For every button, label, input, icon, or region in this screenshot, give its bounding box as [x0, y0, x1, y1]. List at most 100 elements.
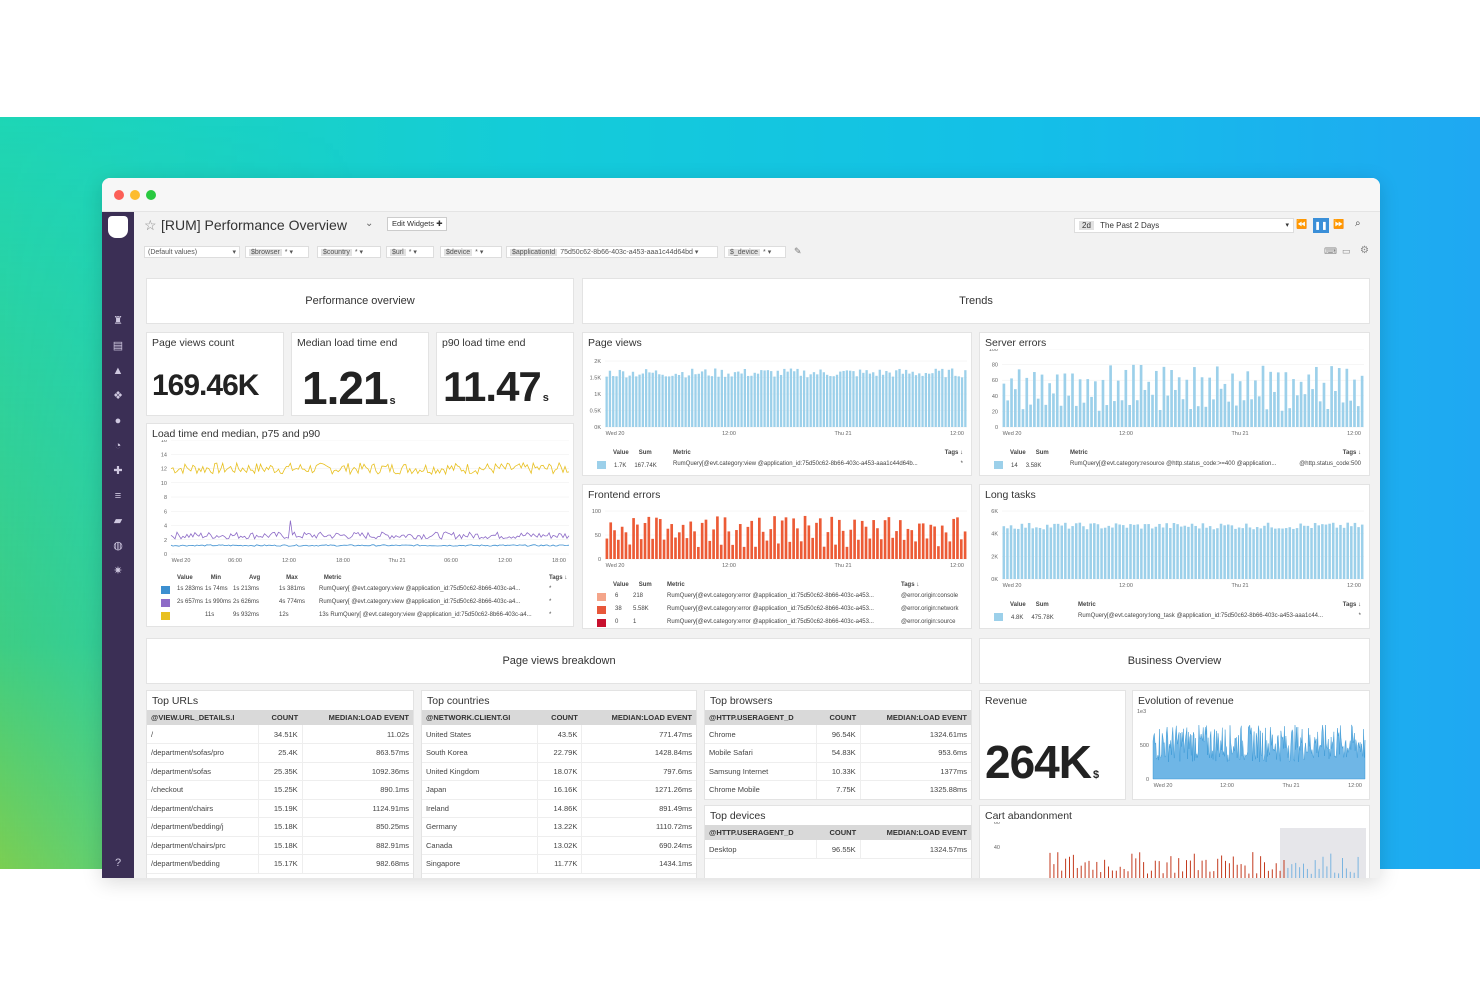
server-errors-bar: [1250, 399, 1253, 427]
table-row[interactable]: Desktop 96.55K 1324.57ms: [705, 840, 971, 859]
filter-underscore-device[interactable]: $_device * ▾: [724, 246, 786, 258]
frontend-errors-bar: [937, 546, 940, 559]
table-row[interactable]: /department/bedding/j 15.18K 850.25ms: [147, 817, 413, 837]
favorite-star-icon[interactable]: ☆: [144, 217, 157, 233]
table-row[interactable]: Ireland 14.86K 891.49ms: [422, 799, 696, 818]
legend-row: 4.8K 475.78K RumQuery[@evt.category:long_t…: [994, 613, 1323, 621]
server-errors-bar: [1311, 389, 1314, 427]
table-row[interactable]: Germany 13.22K 1110.72ms: [422, 817, 696, 837]
column-header[interactable]: @NETWORK.CLIENT.GI: [422, 710, 538, 725]
table-cell: Singapore: [422, 854, 538, 874]
page-views-chart[interactable]: 2K 1.5K 1K 0.5K 0K Wed 20 12:00 Thu 21 12:00: [583, 349, 971, 449]
table-row[interactable]: /department/sofas 25.35K 1092.36ms: [147, 762, 413, 781]
edit-widgets-button[interactable]: Edit Widgets ✚: [387, 217, 448, 231]
legend-tags: @http.status_code:500: [1299, 461, 1361, 467]
column-header[interactable]: COUNT: [816, 825, 861, 840]
filter-country[interactable]: $country * ▾: [317, 246, 381, 258]
panel-page-views: Page views 2K 1.5K 1K 0.5K 0K Wed 20 12:00 Thu …: [582, 332, 972, 476]
table-cell: /checkout: [147, 780, 260, 800]
frontend-errors-bar: [620, 526, 624, 559]
help-icon[interactable]: ?: [114, 857, 122, 869]
filter-application-id[interactable]: $applicationId 75d50c62-8b66-403c-a453-aa…: [506, 246, 718, 258]
filter-url[interactable]: $url * ▾: [386, 246, 434, 258]
long-tasks-chart[interactable]: 6K 4K 2K 0K Wed 20 12:00 Thu 21 12:00: [980, 501, 1369, 601]
infrastructure-icon[interactable]: ▲: [112, 365, 124, 377]
synthetics-icon[interactable]: ◍: [113, 540, 123, 552]
long-tasks-bar: [1172, 523, 1176, 579]
fast-forward-icon[interactable]: ⏩: [1333, 219, 1345, 229]
gear-icon[interactable]: ✷: [113, 565, 123, 577]
keyboard-icon[interactable]: ⌨: [1324, 246, 1337, 256]
search-icon[interactable]: ⌕: [1355, 218, 1361, 229]
logs-icon[interactable]: ≡: [114, 490, 122, 502]
table-row[interactable]: Chrome 96.54K 1324.61ms: [705, 725, 971, 744]
apm-icon[interactable]: ❖: [113, 390, 123, 402]
column-header[interactable]: MEDIAN:LOAD EVENT: [302, 710, 413, 725]
frontend-errors-bar: [636, 524, 639, 559]
table-cell: 982.68ms: [302, 854, 413, 874]
data-table: @NETWORK.CLIENT.GI COUNT MEDIAN:LOAD EVENT…: [422, 710, 696, 874]
load-time-chart[interactable]: 16 14 12 10 8 6 4 2 0 Wed 20 06:00 12:00 18:00 Thu 21…: [147, 440, 573, 576]
filter-device[interactable]: $device * ▾: [440, 246, 502, 258]
table-cell: 1124.91ms: [302, 799, 413, 818]
rewind-icon[interactable]: ⏪: [1296, 219, 1308, 229]
tv-mode-icon[interactable]: ▭: [1342, 246, 1351, 256]
table-row[interactable]: Japan 16.16K 1271.26ms: [422, 780, 696, 800]
dashboard-icon[interactable]: ▤: [112, 340, 124, 352]
long-tasks-bar: [1136, 524, 1140, 579]
gauge-icon[interactable]: ◔: [114, 440, 122, 452]
column-header[interactable]: @VIEW.URL_DETAILS.I: [147, 710, 259, 725]
column-header[interactable]: MEDIAN:LOAD EVENT: [860, 825, 971, 840]
table-row[interactable]: /department/sofas/pro 25.4K 863.57ms: [147, 743, 413, 763]
time-range-select[interactable]: 2d The Past 2 Days ▾: [1074, 218, 1294, 233]
table-cell: United States: [422, 725, 538, 744]
settings-gear-icon[interactable]: ⚙: [1360, 245, 1369, 256]
column-header[interactable]: @HTTP.USERAGENT_D: [705, 825, 817, 840]
frontend-errors-chart[interactable]: 100 50 0 Wed 20 12:00 Thu 21 12:00: [583, 501, 971, 583]
table-row[interactable]: Samsung Internet 10.33K 1377ms: [705, 762, 971, 781]
server-errors-bar: [1040, 374, 1044, 427]
column-header[interactable]: MEDIAN:LOAD EVENT: [860, 710, 971, 725]
table-row[interactable]: Mobile Safari 54.83K 953.6ms: [705, 743, 971, 763]
column-header[interactable]: @HTTP.USERAGENT_D: [705, 710, 817, 725]
table-row[interactable]: United Kingdom 18.07K 797.6ms: [422, 762, 696, 781]
alert-icon[interactable]: ●: [114, 415, 122, 427]
template-default-select[interactable]: (Default values) ▾: [144, 246, 240, 258]
pause-button[interactable]: ❚❚: [1313, 218, 1329, 233]
page-views-bar: [618, 369, 621, 427]
page-views-bar: [760, 370, 763, 427]
table-row[interactable]: /34.51K 11.02s: [147, 725, 413, 744]
filter-browser[interactable]: $browser * ▾: [245, 246, 309, 258]
table-row[interactable]: /department/chairs/prc 15.18K 882.91ms: [147, 836, 413, 855]
cart-abandonment-chart[interactable]: 60 40: [980, 822, 1369, 878]
table-row[interactable]: Canada 13.02K 690.24ms: [422, 836, 696, 855]
table-row[interactable]: /checkout 15.25K 890.1ms: [147, 780, 413, 800]
table-row[interactable]: /department/chairs 15.19K 1124.91ms: [147, 799, 413, 818]
minimize-window-button[interactable]: [130, 190, 140, 200]
table-row[interactable]: United States 43.5K 771.47ms: [422, 725, 696, 744]
edit-pencil-icon[interactable]: ✎: [794, 246, 802, 256]
column-header[interactable]: MEDIAN:LOAD EVENT: [581, 710, 696, 725]
table-row[interactable]: Chrome Mobile 7.75K 1325.88ms: [705, 780, 971, 799]
maximize-window-button[interactable]: [146, 190, 156, 200]
server-errors-bar: [1170, 370, 1173, 427]
table-row[interactable]: South Korea 22.79K 1428.84ms: [422, 743, 696, 763]
column-header[interactable]: COUNT: [258, 710, 303, 725]
table-title: Top URLs: [152, 695, 199, 707]
close-window-button[interactable]: [114, 190, 124, 200]
rocket-icon[interactable]: ♜: [113, 315, 123, 327]
table-row[interactable]: /department/bedding 15.17K 982.68ms: [147, 854, 413, 874]
server-errors-chart[interactable]: 100 80 60 40 20 0 Wed 20 12:00 Thu 21 12:00: [980, 349, 1369, 449]
revenue-value: 264K $: [985, 735, 1099, 789]
column-header[interactable]: COUNT: [816, 710, 861, 725]
column-header[interactable]: COUNT: [537, 710, 582, 725]
evolution-revenue-chart[interactable]: 1e3 500 0 Wed 20 12:00 Thu 21 12:00: [1133, 707, 1369, 799]
notebook-icon[interactable]: ▰: [113, 515, 123, 527]
page-views-bar: [789, 368, 793, 427]
server-errors-bar: [1113, 401, 1116, 427]
title-chevron-down-icon[interactable]: ⌄: [365, 218, 374, 229]
table-row[interactable]: Singapore 11.77K 1434.1ms: [422, 854, 696, 874]
table-header-row: @VIEW.URL_DETAILS.I COUNT MEDIAN:LOAD EVEN…: [147, 710, 413, 725]
datadog-logo-icon[interactable]: [108, 216, 128, 238]
puzzle-icon[interactable]: ✚: [113, 465, 123, 477]
